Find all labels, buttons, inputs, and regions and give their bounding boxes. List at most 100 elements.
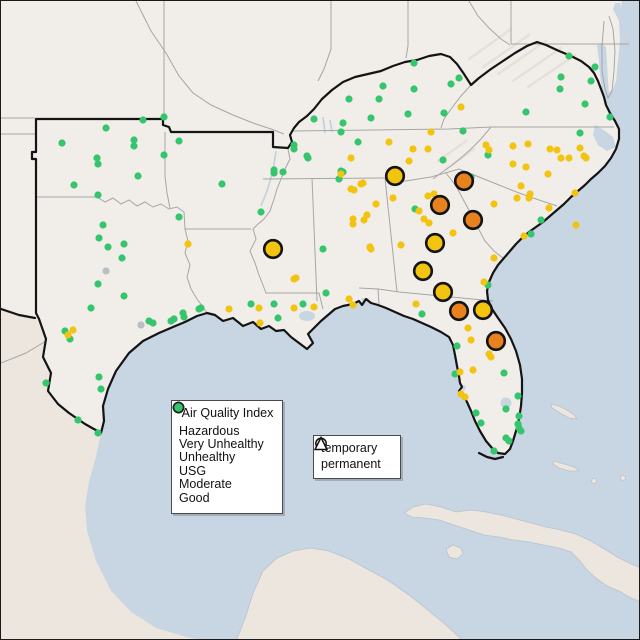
monitor-dot-moderate[interactable] xyxy=(467,336,475,344)
monitor-dot-good[interactable] xyxy=(439,156,447,164)
monitor-dot-good[interactable] xyxy=(175,213,183,221)
monitor-dot-good[interactable] xyxy=(447,80,455,88)
monitor-dot-good[interactable] xyxy=(354,138,362,146)
monitor-dot-good[interactable] xyxy=(410,85,418,93)
monitor-dot-moderate[interactable] xyxy=(544,170,552,178)
monitor-dot-good[interactable] xyxy=(367,114,375,122)
monitor-dot-good[interactable] xyxy=(270,166,278,174)
monitor-dot-moderate[interactable] xyxy=(449,229,457,237)
temporary-monitor-usg[interactable] xyxy=(485,330,507,352)
monitor-dot-moderate[interactable] xyxy=(290,304,298,312)
monitor-dot-moderate[interactable] xyxy=(480,278,488,286)
monitor-dot-good[interactable] xyxy=(556,85,564,93)
monitor-dot-moderate[interactable] xyxy=(424,192,432,200)
monitor-dot-good[interactable] xyxy=(410,59,418,67)
monitor-dot-good[interactable] xyxy=(591,63,599,71)
monitor-dot-moderate[interactable] xyxy=(372,200,380,208)
monitor-dot-moderate[interactable] xyxy=(469,366,477,374)
monitor-dot-moderate[interactable] xyxy=(571,189,579,197)
monitor-dot-good[interactable] xyxy=(527,230,535,238)
monitor-dot-good[interactable] xyxy=(170,315,178,323)
monitor-dot-good[interactable] xyxy=(337,128,345,136)
temporary-monitor-moderate[interactable] xyxy=(432,281,454,303)
monitor-dot-good[interactable] xyxy=(606,113,614,121)
monitor-dot-good[interactable] xyxy=(345,95,353,103)
monitor-dot-moderate[interactable] xyxy=(425,219,433,227)
monitor-dot-good[interactable] xyxy=(94,191,102,199)
temporary-monitor-usg[interactable] xyxy=(462,209,484,231)
monitor-dot-moderate[interactable] xyxy=(349,301,357,309)
monitor-dot-moderate[interactable] xyxy=(430,190,438,198)
temporary-monitor-moderate[interactable] xyxy=(412,260,434,282)
monitor-dot-moderate[interactable] xyxy=(184,240,192,248)
monitor-dot-moderate[interactable] xyxy=(409,145,417,153)
monitor-dot-moderate[interactable] xyxy=(517,182,525,190)
monitor-dot-good[interactable] xyxy=(322,289,330,297)
temporary-monitor-usg[interactable] xyxy=(448,300,470,322)
monitor-dot-good[interactable] xyxy=(257,208,265,216)
monitor-dot-unknown[interactable] xyxy=(137,321,145,329)
monitor-dot-moderate[interactable] xyxy=(345,295,353,303)
monitor-dot-moderate[interactable] xyxy=(349,220,357,228)
monitor-dot-good[interactable] xyxy=(94,429,102,437)
monitor-dot-good[interactable] xyxy=(522,108,530,116)
monitor-dot-moderate[interactable] xyxy=(420,215,428,223)
monitor-dot-good[interactable] xyxy=(270,300,278,308)
monitor-dot-good[interactable] xyxy=(274,314,282,322)
monitor-dot-moderate[interactable] xyxy=(397,241,405,249)
monitor-dot-good[interactable] xyxy=(502,405,510,413)
temporary-monitor-moderate[interactable] xyxy=(262,238,284,260)
monitor-dot-good[interactable] xyxy=(95,234,103,242)
monitor-dot-good[interactable] xyxy=(515,412,523,420)
monitor-dot-moderate[interactable] xyxy=(461,393,469,401)
monitor-dot-moderate[interactable] xyxy=(290,275,298,283)
monitor-dot-moderate[interactable] xyxy=(553,146,561,154)
monitor-dot-good[interactable] xyxy=(120,240,128,248)
monitor-dot-good[interactable] xyxy=(94,280,102,288)
monitor-dot-good[interactable] xyxy=(102,124,110,132)
monitor-dot-good[interactable] xyxy=(175,137,183,145)
monitor-dot-good[interactable] xyxy=(290,145,298,153)
monitor-dot-good[interactable] xyxy=(139,116,147,124)
monitor-dot-good[interactable] xyxy=(576,129,584,137)
monitor-dot-moderate[interactable] xyxy=(385,138,393,146)
monitor-dot-moderate[interactable] xyxy=(490,200,498,208)
monitor-dot-good[interactable] xyxy=(500,369,508,377)
monitor-dot-good[interactable] xyxy=(160,113,168,121)
monitor-dot-moderate[interactable] xyxy=(524,140,532,148)
monitor-dot-moderate[interactable] xyxy=(349,215,357,223)
monitor-dot-moderate[interactable] xyxy=(225,305,233,313)
temporary-monitor-usg[interactable] xyxy=(453,170,475,192)
monitor-dot-moderate[interactable] xyxy=(545,204,553,212)
monitor-dot-moderate[interactable] xyxy=(513,194,521,202)
monitor-dot-good[interactable] xyxy=(218,180,226,188)
monitor-dot-moderate[interactable] xyxy=(64,331,72,339)
monitor-dot-moderate[interactable] xyxy=(427,128,435,136)
temporary-monitor-moderate[interactable] xyxy=(424,232,446,254)
monitor-dot-good[interactable] xyxy=(299,300,307,308)
monitor-dot-good[interactable] xyxy=(557,73,565,81)
monitor-dot-moderate[interactable] xyxy=(310,303,318,311)
monitor-dot-good[interactable] xyxy=(310,115,318,123)
monitor-dot-good[interactable] xyxy=(58,139,66,147)
monitor-dot-good[interactable] xyxy=(279,168,287,176)
monitor-dot-good[interactable] xyxy=(180,313,188,321)
monitor-dot-good[interactable] xyxy=(149,319,157,327)
monitor-dot-moderate[interactable] xyxy=(509,160,517,168)
monitor-dot-moderate[interactable] xyxy=(350,186,358,194)
monitor-dot-good[interactable] xyxy=(70,181,78,189)
monitor-dot-good[interactable] xyxy=(130,142,138,150)
monitor-dot-moderate[interactable] xyxy=(69,326,77,334)
monitor-dot-moderate[interactable] xyxy=(464,324,472,332)
monitor-dot-good[interactable] xyxy=(74,416,82,424)
monitor-dot-moderate[interactable] xyxy=(424,145,432,153)
monitor-dot-moderate[interactable] xyxy=(557,154,565,162)
monitor-dot-good[interactable] xyxy=(459,127,467,135)
monitor-dot-good[interactable] xyxy=(339,119,347,127)
monitor-dot-good[interactable] xyxy=(581,100,589,108)
monitor-dot-good[interactable] xyxy=(120,292,128,300)
monitor-dot-good[interactable] xyxy=(379,82,387,90)
monitor-dot-good[interactable] xyxy=(94,160,102,168)
monitor-dot-moderate[interactable] xyxy=(457,103,465,111)
monitor-dot-moderate[interactable] xyxy=(565,154,573,162)
